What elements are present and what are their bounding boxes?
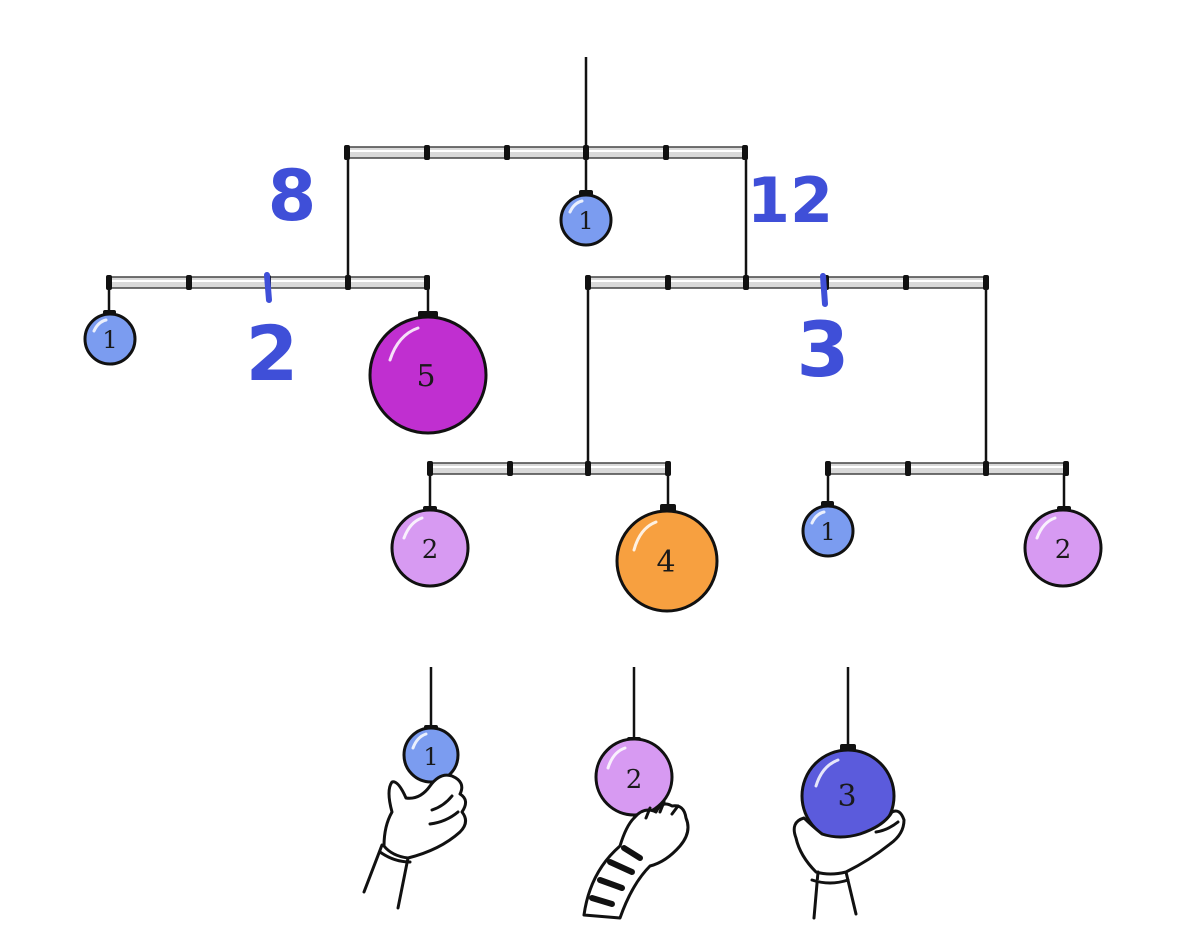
ornament-label: 5 bbox=[416, 359, 435, 394]
ornament-label: 4 bbox=[656, 545, 675, 580]
annotation-left-ratio: 2 bbox=[246, 309, 299, 398]
ornament-label: 1 bbox=[102, 326, 117, 354]
ornament-left-big: 5 bbox=[368, 311, 488, 435]
ornament-top-center: 1 bbox=[559, 190, 613, 247]
ornament-mid-right: 4 bbox=[615, 504, 719, 613]
rod-top bbox=[344, 145, 748, 160]
rod-right bbox=[585, 275, 989, 290]
ornament-label: 2 bbox=[422, 535, 439, 565]
ornament-mid-left: 2 bbox=[390, 506, 470, 588]
held-ornament-3: 3 bbox=[792, 667, 906, 920]
ornament-label: 2 bbox=[626, 765, 643, 795]
rod-lower-left bbox=[427, 461, 671, 476]
annotation-left-total: 8 bbox=[268, 155, 317, 237]
annotation-right-total: 12 bbox=[747, 164, 833, 237]
ornament-far-right: 2 bbox=[1023, 506, 1103, 588]
cat-paw-icon bbox=[582, 802, 690, 920]
ornament-label: 1 bbox=[578, 207, 593, 235]
ornament-label: 3 bbox=[837, 779, 856, 814]
annotation-left-mark bbox=[264, 272, 272, 303]
annotation-right-ratio: 3 bbox=[797, 305, 850, 394]
ornament-label: 1 bbox=[820, 518, 835, 546]
hand-icon bbox=[362, 773, 467, 910]
rod-lower-right bbox=[825, 461, 1069, 476]
ornament-label: 2 bbox=[1055, 535, 1072, 565]
held-ornament-1: 1 bbox=[362, 667, 467, 910]
held-ornament-2: 2 bbox=[582, 667, 690, 920]
ornament-left-small: 1 bbox=[83, 310, 137, 366]
annotation-right-mark bbox=[820, 273, 828, 307]
hand-icon bbox=[792, 809, 906, 920]
ornament-far-left: 1 bbox=[801, 501, 855, 558]
ornament-label: 1 bbox=[423, 743, 438, 771]
